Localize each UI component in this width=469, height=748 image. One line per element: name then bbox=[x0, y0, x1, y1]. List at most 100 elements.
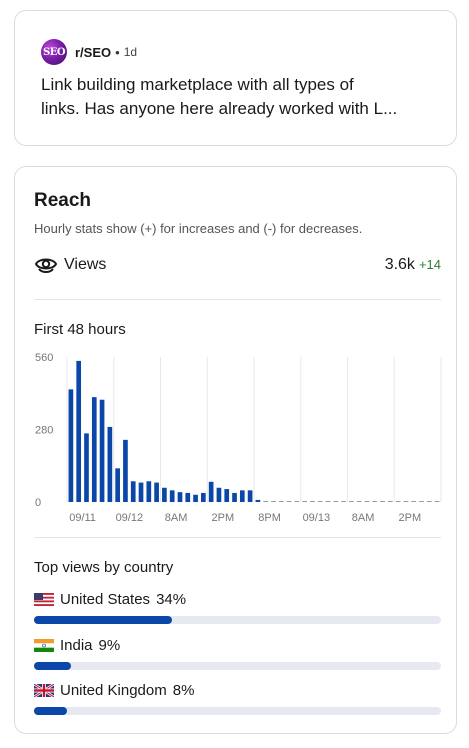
chart-x-tick-label: 09/13 bbox=[303, 512, 331, 522]
post-title[interactable]: Link building marketplace with all types… bbox=[41, 73, 446, 121]
views-row: Views 3.6k +14 bbox=[34, 255, 441, 275]
chart-x-tick-label: 8AM bbox=[165, 512, 188, 522]
chart-bar[interactable] bbox=[349, 501, 354, 502]
chart-bar[interactable] bbox=[68, 389, 74, 502]
views-stat: 3.6k +14 bbox=[385, 256, 441, 274]
chart-bar[interactable] bbox=[333, 501, 339, 502]
chart-bar[interactable] bbox=[162, 487, 167, 502]
countries-title: Top views by country bbox=[34, 559, 174, 576]
country-percent: 9% bbox=[98, 637, 121, 654]
country-row-us: United States 34% bbox=[34, 591, 441, 624]
chart-bar[interactable] bbox=[208, 481, 214, 502]
chart-bar[interactable] bbox=[411, 501, 417, 502]
chart-bar[interactable] bbox=[380, 501, 385, 502]
chart-y-tick-label: 280 bbox=[35, 425, 53, 437]
chart-bar[interactable] bbox=[294, 501, 300, 502]
chart-bar[interactable] bbox=[154, 482, 159, 502]
chart-bar[interactable] bbox=[216, 487, 222, 502]
subreddit-name[interactable]: r/SEO bbox=[75, 44, 112, 60]
chart-bar[interactable] bbox=[341, 501, 346, 502]
chart-bar[interactable] bbox=[278, 501, 284, 502]
chart-bar[interactable] bbox=[123, 439, 128, 502]
divider bbox=[34, 299, 441, 300]
chart-bar[interactable] bbox=[224, 489, 230, 502]
country-bar-fill bbox=[34, 662, 71, 670]
chart-bar[interactable] bbox=[364, 501, 370, 502]
chart-bar[interactable] bbox=[271, 501, 276, 502]
chart-bar[interactable] bbox=[232, 492, 237, 502]
chart-bar[interactable] bbox=[310, 501, 315, 502]
views-bar-chart: 560 280 0 09/11 09/12 8AM 2PM 8PM 09/13 8AM 2PM bbox=[35, 352, 442, 522]
views-label: Views bbox=[64, 256, 107, 273]
post-title-line-2: links. Has anyone here already worked wi… bbox=[41, 99, 398, 118]
us-flag-icon bbox=[34, 593, 54, 606]
country-name: United States bbox=[60, 591, 151, 608]
country-label: United Kingdom 8% bbox=[34, 682, 441, 699]
post-header: SEO r/SEO • 1d bbox=[41, 39, 137, 65]
chart-x-tick-label: 8PM bbox=[258, 512, 281, 522]
chart-x-tick-label: 2PM bbox=[212, 512, 235, 522]
chart-x-tick-label: 2PM bbox=[399, 512, 422, 522]
chart-bar[interactable] bbox=[317, 501, 323, 502]
chart-bar[interactable] bbox=[138, 482, 144, 502]
chart-bar[interactable] bbox=[177, 492, 183, 502]
india-flag-icon bbox=[34, 639, 54, 652]
chart-bar[interactable] bbox=[286, 501, 292, 502]
chart-title: First 48 hours bbox=[34, 321, 126, 338]
divider bbox=[34, 537, 441, 538]
views-delta: +14 bbox=[418, 257, 441, 272]
post-title-line-1: Link building marketplace with all types… bbox=[41, 75, 354, 94]
chart-bar[interactable] bbox=[302, 501, 307, 502]
country-row-uk: United Kingdom 8% bbox=[34, 682, 441, 715]
chart-bar[interactable] bbox=[185, 492, 191, 502]
reach-card: Reach Hourly stats show (+) for increase… bbox=[14, 166, 457, 734]
country-label: United States 34% bbox=[34, 591, 441, 608]
chart-bar[interactable] bbox=[169, 490, 175, 502]
chart-bar[interactable] bbox=[239, 490, 245, 502]
chart-bar[interactable] bbox=[146, 481, 152, 502]
country-name: India bbox=[60, 637, 93, 654]
country-bar-track bbox=[34, 616, 441, 624]
eye-icon bbox=[34, 258, 58, 273]
country-percent: 8% bbox=[172, 682, 195, 699]
post-age: 1d bbox=[123, 45, 138, 59]
uk-flag-icon bbox=[34, 684, 54, 697]
chart-bar[interactable] bbox=[76, 360, 82, 502]
views-label-group: Views bbox=[34, 255, 106, 275]
separator-dot: • bbox=[115, 44, 120, 60]
chart-bar[interactable] bbox=[325, 501, 331, 502]
chart-bar[interactable] bbox=[403, 501, 409, 502]
chart-bar[interactable] bbox=[395, 501, 401, 502]
reach-subtitle: Hourly stats show (+) for increases and … bbox=[34, 221, 363, 236]
country-percent: 34% bbox=[156, 591, 187, 608]
chart-bar[interactable] bbox=[255, 499, 261, 502]
chart-bar[interactable] bbox=[419, 501, 424, 502]
country-label: India 9% bbox=[34, 637, 441, 654]
chart-bar[interactable] bbox=[372, 501, 378, 502]
chart-bar[interactable] bbox=[426, 501, 432, 502]
country-row-india: India 9% bbox=[34, 637, 441, 670]
chart-bar[interactable] bbox=[84, 433, 89, 502]
chart-bar[interactable] bbox=[434, 501, 440, 502]
chart-x-tick-label: 8AM bbox=[352, 512, 375, 522]
post-card[interactable]: SEO r/SEO • 1d Link building marketplace… bbox=[14, 10, 457, 146]
chart-bar[interactable] bbox=[247, 490, 253, 502]
chart-bar[interactable] bbox=[107, 426, 113, 502]
chart-bar[interactable] bbox=[115, 468, 120, 502]
subreddit-avatar[interactable]: SEO bbox=[41, 39, 67, 65]
chart-x-tick-label: 09/12 bbox=[116, 512, 144, 522]
chart-bar[interactable] bbox=[201, 492, 206, 502]
country-name: United Kingdom bbox=[60, 682, 167, 699]
chart-bar[interactable] bbox=[193, 494, 198, 502]
chart-y-tick-label: 0 bbox=[35, 497, 41, 509]
chart-bar[interactable] bbox=[263, 501, 269, 502]
chart-x-tick-label: 09/11 bbox=[69, 512, 96, 522]
country-bar-track bbox=[34, 662, 441, 670]
country-bar-fill bbox=[34, 616, 173, 624]
chart-bar[interactable] bbox=[99, 399, 105, 502]
chart-bar[interactable] bbox=[388, 501, 393, 502]
chart-bar[interactable] bbox=[91, 397, 97, 502]
chart-bar[interactable] bbox=[356, 501, 362, 502]
chart-bar[interactable] bbox=[130, 481, 136, 502]
reach-title: Reach bbox=[34, 190, 92, 211]
